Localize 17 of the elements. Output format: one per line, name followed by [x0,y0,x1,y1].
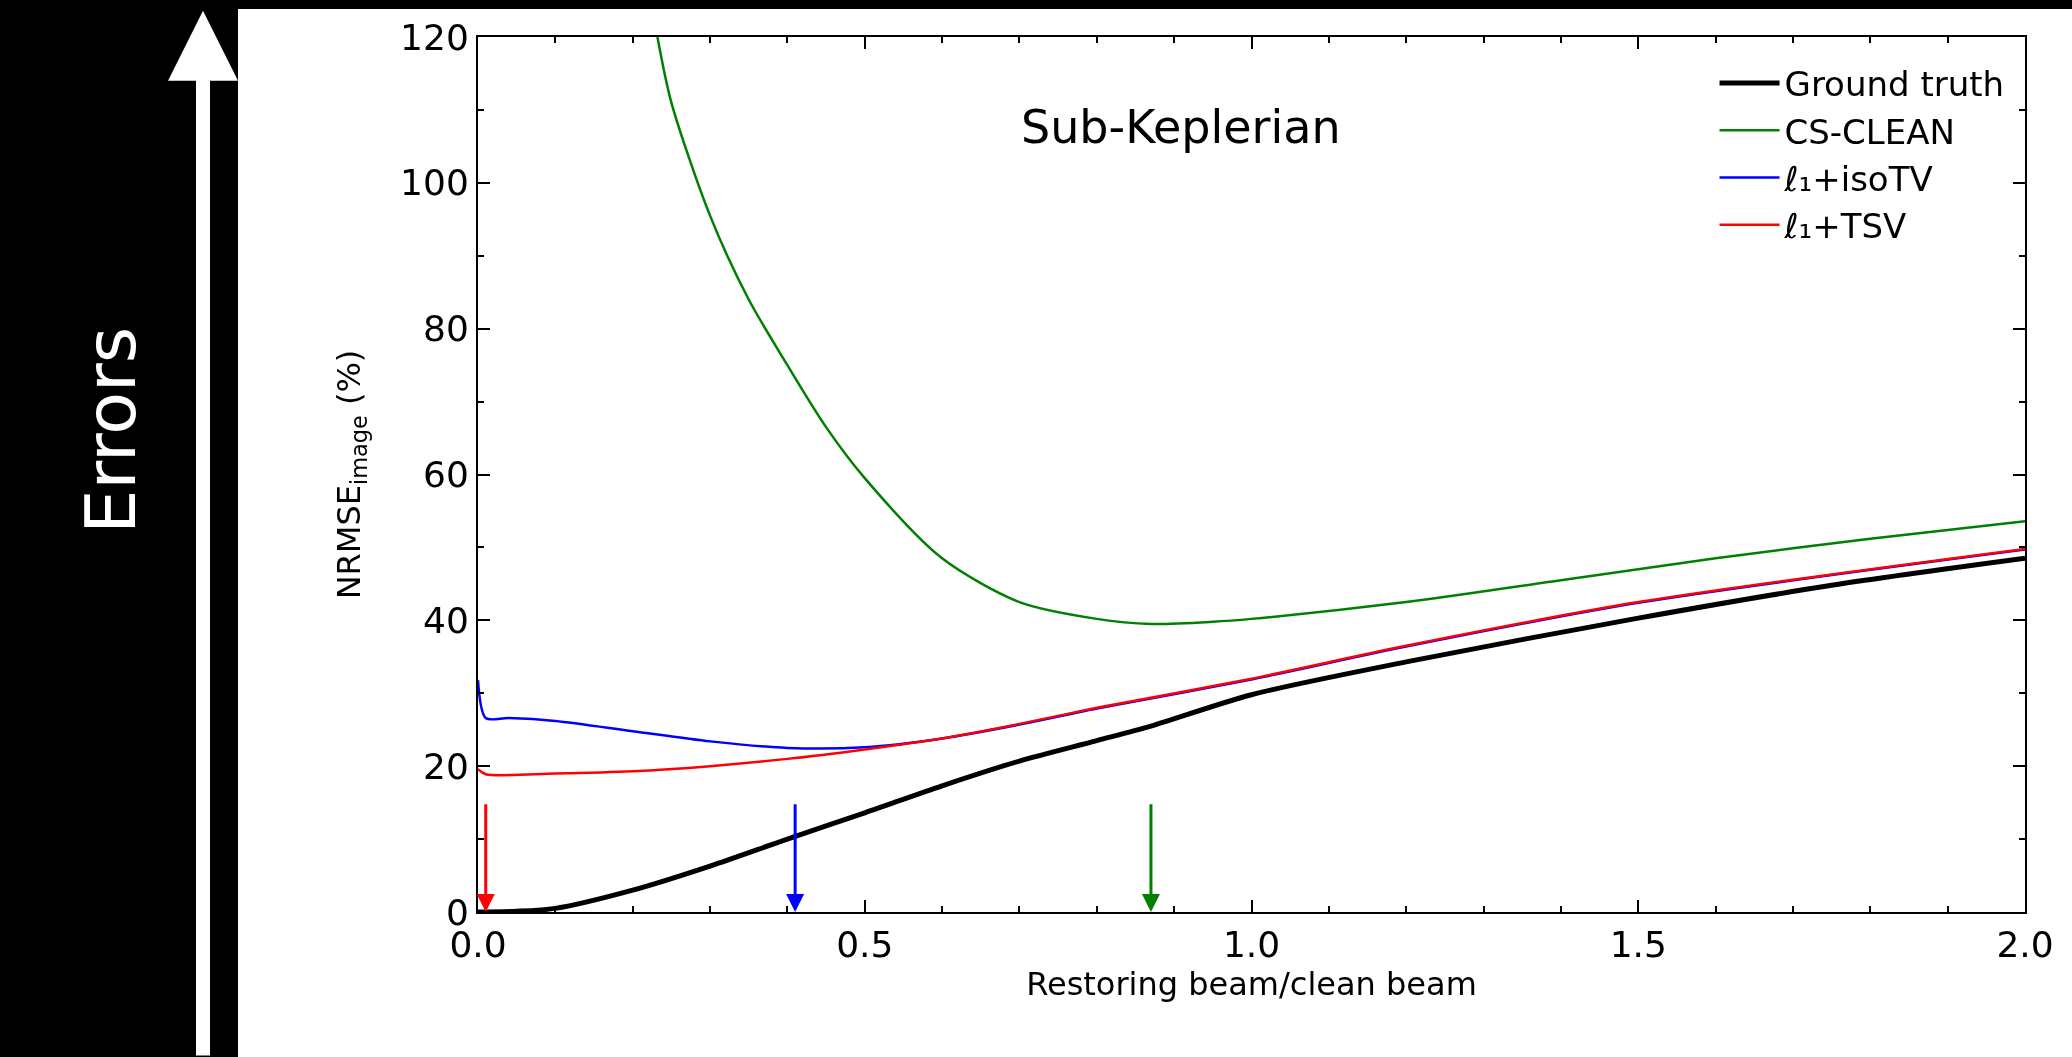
y-tick-label: 120 [400,16,469,58]
x-tick-label: 1.5 [1609,924,1667,966]
y-tick-label: 100 [400,162,469,204]
legend-label: ℓ₁+isoTV [1783,158,1933,199]
legend-label: CS-CLEAN [1784,111,1955,152]
annotation: Sub-Keplerian [1021,100,1341,154]
x-tick-label: 1.0 [1222,924,1281,966]
x-tick-label: 2.0 [1996,924,2054,966]
y-tick-label: 80 [422,308,469,350]
y-tick-label: 40 [422,599,469,641]
text: Errors [70,326,153,534]
legend-label: Ground truth [1784,64,2005,105]
y-tick-label: 20 [422,745,469,787]
y-tick-label: 60 [422,454,469,496]
x-tick-label: 0.5 [836,924,894,966]
x-axis-title: Restoring beam/clean beam [1026,965,1477,1004]
legend-label: ℓ₁+TSV [1783,205,1907,246]
